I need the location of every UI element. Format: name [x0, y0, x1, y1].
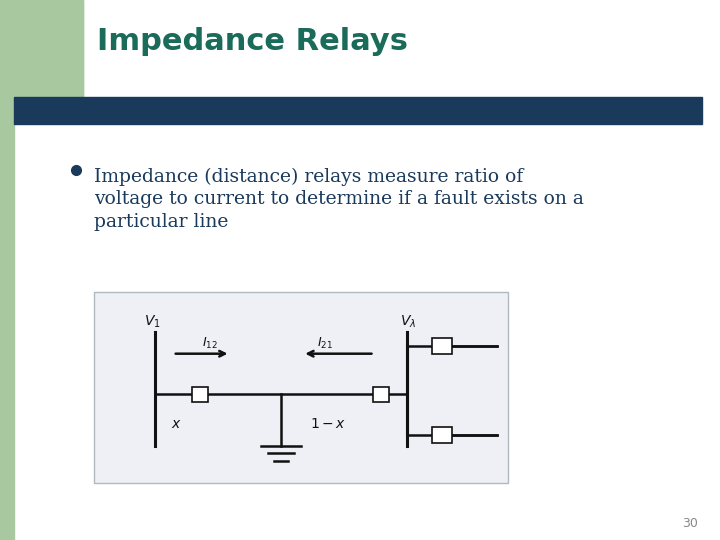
Bar [0, 0, 14, 540]
Text: $1-x$: $1-x$ [310, 417, 346, 431]
Text: $V_1$: $V_1$ [144, 314, 161, 330]
Text: $x$: $x$ [171, 417, 181, 431]
Text: particular line: particular line [94, 213, 228, 231]
Bar [192, 387, 208, 402]
Bar [432, 427, 452, 443]
Text: Impedance Relays: Impedance Relays [97, 27, 408, 56]
Bar [94, 292, 508, 483]
Bar [432, 338, 452, 354]
Text: $I_{21}$: $I_{21}$ [317, 336, 333, 351]
Text: Impedance (distance) relays measure ratio of: Impedance (distance) relays measure rati… [94, 167, 523, 186]
Text: $V_\lambda$: $V_\lambda$ [400, 314, 416, 330]
Bar [0, 0, 83, 97]
Bar [373, 387, 389, 402]
Bar [0, 0, 83, 119]
Bar [14, 97, 702, 124]
Text: $I_{12}$: $I_{12}$ [202, 336, 217, 351]
Text: voltage to current to determine if a fault exists on a: voltage to current to determine if a fau… [94, 190, 583, 208]
Text: 30: 30 [683, 517, 698, 530]
